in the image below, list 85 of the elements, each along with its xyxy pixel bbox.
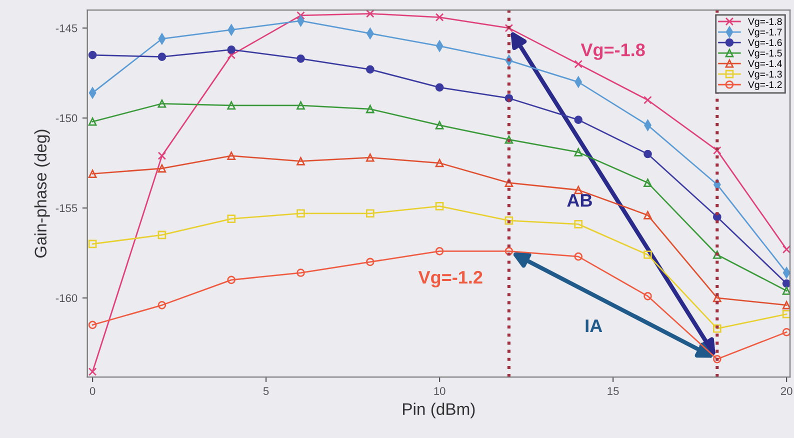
legend-label: Vg=-1.2 [748, 81, 782, 90]
point [504, 216, 514, 225]
point [782, 300, 790, 310]
point [644, 250, 652, 259]
point [88, 368, 97, 376]
point [227, 152, 236, 160]
point [574, 148, 583, 156]
point [435, 158, 444, 168]
point [227, 50, 236, 60]
point [88, 170, 97, 178]
point [435, 83, 444, 92]
x-axis-title: Pin (dBm) [403, 402, 475, 418]
point [88, 50, 97, 60]
point [366, 65, 374, 74]
point [158, 52, 166, 62]
point [158, 230, 166, 240]
annotation: Vg=-1.8 [580, 43, 645, 60]
point [435, 13, 444, 22]
point [504, 24, 514, 32]
legend-label: Vg=-1.6 [748, 39, 782, 48]
point [782, 286, 790, 295]
point [644, 178, 652, 187]
point [435, 121, 444, 130]
point [644, 150, 652, 158]
point [782, 245, 790, 254]
point [574, 220, 583, 228]
point [712, 354, 722, 364]
legend-label: Vg=-1.3 [748, 70, 782, 80]
y-tick-label: -145 [56, 24, 78, 32]
point [504, 135, 514, 144]
point [574, 252, 583, 261]
point [158, 164, 166, 173]
point [712, 250, 722, 259]
point [435, 247, 444, 256]
x-tick-label: 10 [434, 387, 446, 395]
legend-label: Vg=-1.4 [748, 60, 782, 69]
x-tick-label: 20 [780, 387, 792, 395]
point [574, 60, 583, 68]
point [88, 117, 97, 126]
point [366, 104, 374, 114]
y-axis-title: Gain-phase (deg) [34, 130, 50, 258]
point [782, 310, 790, 318]
point [712, 146, 722, 155]
y-tick-label: -150 [56, 114, 78, 122]
point [366, 10, 374, 18]
point [296, 101, 305, 110]
point [504, 247, 514, 256]
point [296, 11, 305, 20]
y-tick-label: -160 [56, 294, 78, 302]
point [296, 54, 305, 63]
point [644, 292, 652, 300]
legend-label: Vg=-1.5 [748, 50, 782, 58]
point [296, 209, 305, 218]
point [574, 116, 583, 124]
point [296, 268, 305, 277]
point [227, 214, 236, 223]
x-tick-label: 5 [263, 387, 269, 395]
point [296, 157, 305, 166]
point [504, 178, 514, 187]
point [158, 152, 166, 160]
point [644, 96, 652, 104]
point [158, 99, 166, 108]
x-tick-label: 15 [608, 387, 619, 395]
point [644, 211, 652, 220]
point [88, 240, 97, 248]
point [88, 320, 97, 330]
point [227, 101, 236, 110]
legend-label: Vg=-1.8 [748, 18, 782, 27]
point [782, 279, 790, 288]
annotation: IA [586, 320, 602, 332]
annotation: AB [567, 194, 592, 207]
point [158, 300, 166, 310]
y-tick-label: -155 [56, 204, 78, 212]
x-tick-label: 0 [90, 387, 96, 395]
point [366, 153, 374, 162]
point [435, 202, 444, 210]
point [366, 258, 374, 266]
point [227, 45, 236, 54]
point [712, 324, 722, 333]
annotation: Vg=-1.2 [418, 270, 482, 288]
legend-label: Vg=-1.7 [748, 28, 782, 38]
point [366, 209, 374, 218]
point [227, 276, 236, 284]
point [782, 328, 790, 336]
point [574, 186, 583, 194]
